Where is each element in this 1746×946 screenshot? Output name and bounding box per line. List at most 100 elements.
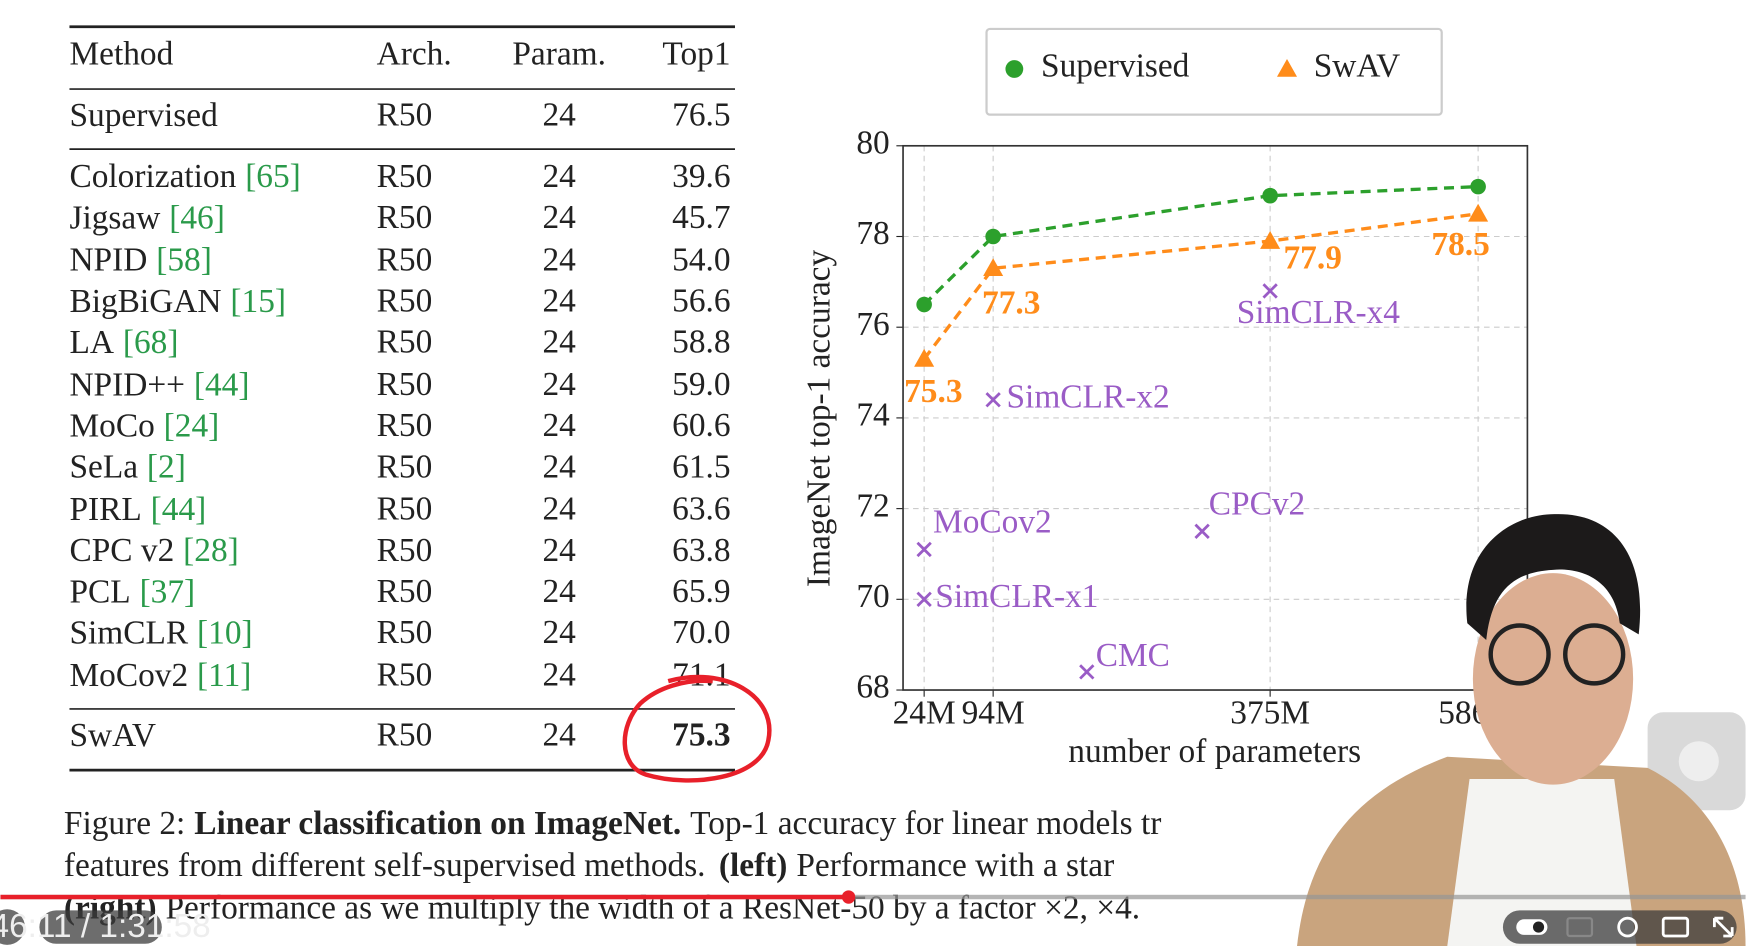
y-tick-label: 70 xyxy=(856,578,889,615)
volume-button[interactable] xyxy=(0,909,25,945)
method-name: NPID++ xyxy=(69,366,185,403)
citation: [2] xyxy=(147,448,186,485)
method-cell: SimCLR [10] xyxy=(69,614,252,651)
arch-cell: R50 xyxy=(377,614,433,651)
method-name: Colorization xyxy=(69,158,236,195)
glasses xyxy=(1563,623,1626,686)
theater-button[interactable] xyxy=(1661,916,1690,938)
top1-cell: 75.3 xyxy=(672,717,730,754)
method-cell: SeLa [2] xyxy=(69,448,185,485)
citation: [24] xyxy=(164,407,220,444)
y-axis-label: ImageNet top-1 accuracy xyxy=(800,250,837,588)
method-cell: CPC v2 [28] xyxy=(69,532,238,569)
svg-text:(right)Performance as we multi: (right) Performance as we multiply the wi… xyxy=(64,889,1140,926)
method-marker xyxy=(1262,283,1278,299)
param-cell: 24 xyxy=(542,199,576,236)
caption-label: Figure 2: xyxy=(64,804,185,841)
shirt xyxy=(1447,779,1637,946)
header-cell: Method xyxy=(69,35,173,72)
x-tick-label: 24M xyxy=(893,694,956,731)
citation: [44] xyxy=(151,491,207,528)
arch-cell: R50 xyxy=(377,573,433,610)
presenter xyxy=(1297,514,1746,946)
arch-cell: R50 xyxy=(377,199,433,236)
param-cell: 24 xyxy=(542,717,576,754)
svg-text:Figure 2:Linear classification: Figure 2: Linear classification on ImageN… xyxy=(64,804,1161,841)
method-marker xyxy=(1079,664,1095,680)
method-label: CMC xyxy=(1096,637,1170,674)
method-marker xyxy=(985,392,1001,408)
top1-cell: 59.0 xyxy=(672,366,730,403)
method-name: SwAV xyxy=(69,717,156,754)
point xyxy=(1470,178,1486,195)
caption-text: Top-1 accuracy for linear models tr xyxy=(690,804,1161,841)
method-name: PCL xyxy=(69,573,130,610)
value-label: 77.9 xyxy=(1283,240,1341,277)
top1-cell: 70.0 xyxy=(672,614,730,651)
citation: [10] xyxy=(197,614,253,651)
method-cell: SwAV xyxy=(69,717,156,754)
citation: [44] xyxy=(194,366,250,403)
method-cell: NPID++ [44] xyxy=(69,366,249,403)
method-cell: PIRL [44] xyxy=(69,491,206,528)
method-marker xyxy=(916,541,932,558)
progress-knob[interactable] xyxy=(841,890,856,904)
method-label: SimCLR-x1 xyxy=(935,578,1098,615)
arch-cell: R50 xyxy=(377,491,433,528)
highlight-circle xyxy=(622,674,772,783)
point xyxy=(1260,231,1281,249)
method-name: NPID xyxy=(69,241,147,278)
x-tick-label: 94M xyxy=(962,694,1025,731)
arch-cell: R50 xyxy=(377,241,433,278)
arch-cell: R50 xyxy=(377,656,433,693)
param-cell: 24 xyxy=(542,366,576,403)
top1-cell: 56.6 xyxy=(672,282,730,319)
point xyxy=(983,258,1004,277)
player-controls: 46:11 / 1:31:58 xyxy=(0,890,1746,945)
top1-cell: 61.5 xyxy=(672,448,730,485)
cc-button[interactable] xyxy=(1566,917,1594,938)
top1-cell: 60.6 xyxy=(672,407,730,444)
caption-title: Linear classification on ImageNet. xyxy=(194,804,681,841)
point xyxy=(985,228,1001,245)
series-line xyxy=(922,184,1479,306)
method-name: LA xyxy=(69,324,114,361)
caption-bold: (left) xyxy=(719,847,788,884)
method-cell: LA [68] xyxy=(69,324,178,361)
overlay-icon xyxy=(1678,741,1719,782)
param-cell: 24 xyxy=(542,324,576,361)
legend-label: Supervised xyxy=(1041,48,1190,85)
settings-button[interactable] xyxy=(1617,916,1638,938)
series-line xyxy=(922,212,1479,360)
citation: [11] xyxy=(197,656,251,693)
arch-cell: R50 xyxy=(377,366,433,403)
method-cell: Jigsaw [46] xyxy=(69,199,224,236)
glasses xyxy=(1488,623,1551,686)
y-tick-label: 80 xyxy=(856,124,889,161)
method-name: Supervised xyxy=(69,97,218,134)
caption-text: features from different self-supervised … xyxy=(64,847,706,884)
arch-cell: R50 xyxy=(377,324,433,361)
method-cell: Supervised xyxy=(69,97,218,134)
method-name: BigBiGAN xyxy=(69,282,221,319)
method-name: CPC v2 xyxy=(69,532,174,569)
citation: [15] xyxy=(230,282,286,319)
method-marker xyxy=(916,591,932,607)
top1-cell: 58.8 xyxy=(672,324,730,361)
method-cell: PCL [37] xyxy=(69,573,195,610)
value-label: 77.3 xyxy=(982,285,1040,322)
method-name: SeLa xyxy=(69,448,138,485)
citation: [46] xyxy=(169,199,225,236)
progress-bar xyxy=(0,894,849,900)
param-cell: 24 xyxy=(542,491,576,528)
param-cell: 24 xyxy=(542,656,576,693)
hair xyxy=(1466,514,1641,640)
method-cell: NPID [58] xyxy=(69,241,211,278)
param-cell: 24 xyxy=(542,407,576,444)
plot-frame xyxy=(902,144,1529,691)
y-tick-label: 74 xyxy=(856,397,890,434)
citation: [58] xyxy=(156,241,212,278)
fullscreen-button[interactable] xyxy=(1712,916,1734,938)
method-cell: BigBiGAN [15] xyxy=(69,282,286,319)
param-cell: 24 xyxy=(542,97,576,134)
